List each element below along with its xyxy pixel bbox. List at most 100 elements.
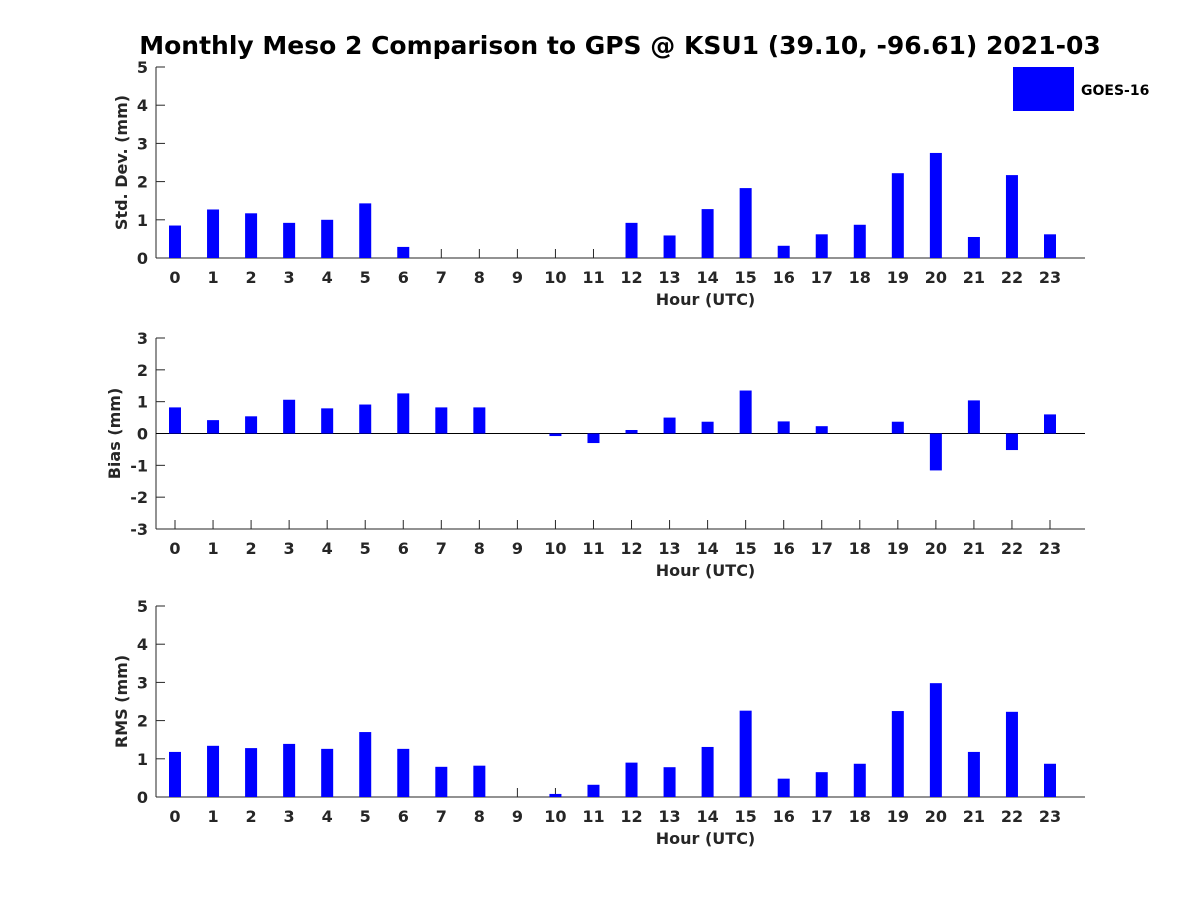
bar — [663, 767, 676, 797]
bar — [587, 784, 600, 797]
bar — [169, 751, 181, 797]
bar — [815, 426, 828, 434]
x-tick-label: 10 — [544, 268, 566, 287]
x-tick-label: 21 — [963, 539, 985, 558]
x-tick-label: 17 — [811, 268, 833, 287]
x-tick-label: 12 — [620, 807, 642, 826]
bar — [777, 778, 790, 797]
x-tick-label: 19 — [887, 268, 909, 287]
x-tick-label: 12 — [620, 268, 642, 287]
y-tick-label: 1 — [137, 393, 148, 412]
bar — [169, 225, 181, 258]
bar — [587, 433, 600, 444]
y-tick-label: 3 — [137, 673, 148, 692]
x-tick-label: 19 — [887, 539, 909, 558]
bar — [701, 746, 714, 797]
bar — [1005, 175, 1018, 258]
x-tick-label: 17 — [811, 807, 833, 826]
y-tick-label: -1 — [130, 456, 148, 475]
x-tick-label: 19 — [887, 807, 909, 826]
bar — [891, 173, 904, 258]
bar — [815, 772, 828, 797]
x-axis-label: Hour (UTC) — [656, 290, 756, 309]
x-tick-label: 10 — [544, 539, 566, 558]
bar — [473, 407, 486, 434]
bar — [701, 209, 714, 258]
y-tick-label: 0 — [137, 788, 148, 807]
x-tick-label: 16 — [773, 268, 795, 287]
bar — [815, 234, 828, 258]
x-tick-label: 9 — [512, 807, 523, 826]
y-tick-label: 4 — [137, 635, 148, 654]
x-tick-label: 6 — [398, 268, 409, 287]
x-tick-label: 22 — [1001, 539, 1023, 558]
y-tick-label: 0 — [137, 425, 148, 444]
bar — [1044, 234, 1056, 258]
chart-title: Monthly Meso 2 Comparison to GPS @ KSU1 … — [139, 31, 1101, 60]
x-tick-label: 0 — [169, 539, 180, 558]
x-tick-label: 11 — [582, 268, 604, 287]
bar — [625, 222, 638, 258]
x-tick-label: 13 — [658, 539, 680, 558]
x-tick-label: 21 — [963, 807, 985, 826]
x-tick-label: 8 — [474, 268, 485, 287]
x-tick-label: 23 — [1039, 539, 1061, 558]
bar — [625, 429, 638, 434]
y-tick-label: 1 — [137, 211, 148, 230]
bar — [663, 417, 676, 434]
x-tick-label: 18 — [849, 807, 871, 826]
bar — [549, 433, 562, 437]
bar — [891, 421, 904, 434]
x-tick-label: 1 — [207, 807, 218, 826]
x-tick-label: 2 — [246, 807, 257, 826]
x-tick-label: 2 — [246, 268, 257, 287]
y-tick-label: -2 — [130, 488, 148, 507]
bar — [549, 793, 562, 797]
bar — [283, 222, 296, 258]
x-tick-label: 14 — [696, 268, 718, 287]
bar — [397, 748, 410, 797]
y-tick-label: 1 — [137, 750, 148, 769]
bar — [435, 766, 448, 797]
legend-label: GOES-16 — [1081, 83, 1149, 99]
bar — [245, 416, 258, 434]
y-tick-label: -3 — [130, 520, 148, 539]
bar — [1044, 763, 1056, 797]
x-tick-label: 20 — [925, 807, 947, 826]
x-tick-label: 15 — [735, 539, 757, 558]
x-tick-label: 9 — [512, 539, 523, 558]
bar — [701, 421, 714, 434]
bar — [739, 188, 752, 258]
x-tick-label: 6 — [398, 807, 409, 826]
x-tick-label: 11 — [582, 807, 604, 826]
x-tick-label: 7 — [436, 807, 447, 826]
x-tick-label: 3 — [284, 539, 295, 558]
x-tick-label: 23 — [1039, 268, 1061, 287]
bar — [359, 404, 372, 434]
x-tick-label: 4 — [322, 268, 333, 287]
x-tick-label: 7 — [436, 539, 447, 558]
bar — [169, 407, 181, 434]
y-tick-label: 2 — [137, 173, 148, 192]
x-tick-label: 22 — [1001, 268, 1023, 287]
y-tick-label: 4 — [137, 96, 148, 115]
x-tick-label: 15 — [735, 807, 757, 826]
bar — [321, 219, 334, 258]
x-tick-label: 14 — [696, 539, 718, 558]
bar — [1044, 414, 1056, 434]
x-tick-label: 0 — [169, 807, 180, 826]
bar — [207, 420, 220, 434]
bar — [663, 235, 676, 258]
bar — [397, 393, 410, 434]
x-tick-label: 9 — [512, 268, 523, 287]
y-axis-label: RMS (mm) — [112, 655, 131, 748]
x-tick-label: 18 — [849, 268, 871, 287]
bar — [1005, 711, 1018, 797]
y-axis-label: Std. Dev. (mm) — [112, 95, 131, 230]
bar — [967, 400, 980, 434]
x-axis-label: Hour (UTC) — [656, 561, 756, 580]
